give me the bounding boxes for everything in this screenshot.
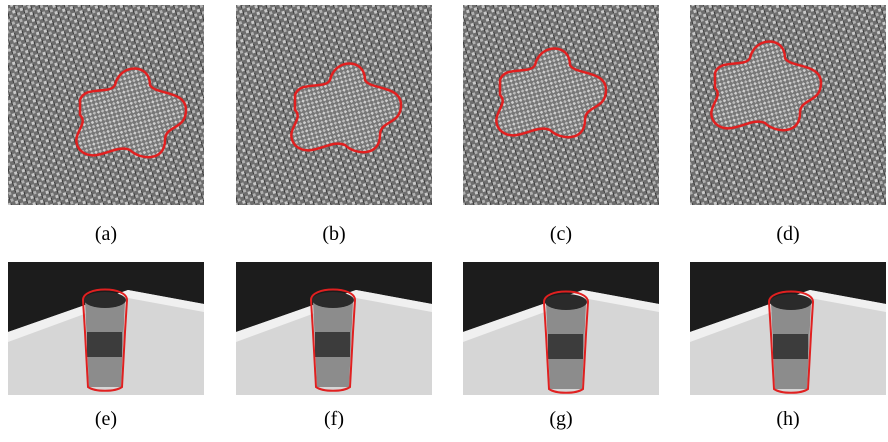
- panel-e: [8, 262, 204, 395]
- caption: (b): [322, 223, 345, 245]
- panel-c: [463, 5, 659, 205]
- panel-g: [463, 262, 659, 395]
- panel-f: [236, 262, 432, 395]
- caption: (c): [550, 223, 572, 245]
- panel-h: [690, 262, 886, 395]
- panel-b: [236, 5, 432, 205]
- caption: (a): [95, 223, 117, 245]
- caption: (g): [549, 408, 572, 430]
- figure: (a) (b) (c) (d) (e) (f) (g) (h): [0, 0, 888, 437]
- caption: (d): [776, 223, 799, 245]
- caption: (e): [95, 408, 117, 430]
- panel-a: [8, 5, 204, 205]
- caption: (f): [324, 408, 344, 430]
- caption: (h): [776, 408, 799, 430]
- panel-d: [690, 5, 886, 205]
